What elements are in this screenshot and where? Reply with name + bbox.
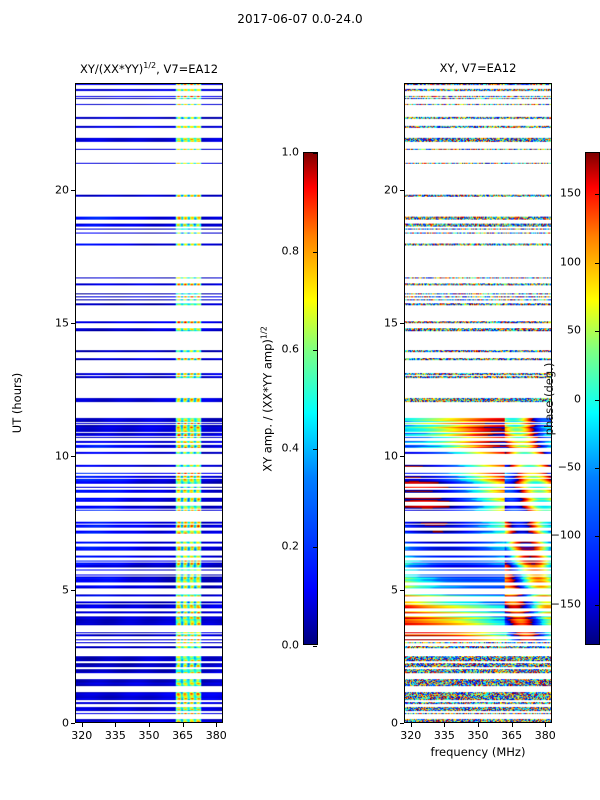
amplitude-colorbar-ticklabel: 1.0 <box>281 145 300 159</box>
left-xticklabel: 350 <box>138 729 160 742</box>
left-ytick <box>71 723 75 724</box>
right-yticklabel: 5 <box>391 583 398 597</box>
phase-colorbar-ticklabel: 100 <box>560 255 581 269</box>
left-ytick <box>71 456 75 458</box>
phase-colorbar-tick <box>595 331 599 333</box>
right-xticklabel: 320 <box>400 729 422 742</box>
figure-suptitle: 2017-06-07 0.0-24.0 <box>237 12 363 26</box>
amplitude-colorbar-ticklabel: 0.4 <box>281 441 300 455</box>
right-panel-title: XY, V7=EA12 <box>439 61 517 75</box>
left-xtick <box>216 723 218 727</box>
amplitude-ratio-heatmap-image <box>76 84 222 722</box>
left-xtick <box>149 723 150 727</box>
left-xticklabel: 365 <box>172 729 194 742</box>
left-xticklabel: 335 <box>104 729 126 742</box>
amplitude-colorbar-tick <box>313 448 317 450</box>
left-xtick <box>182 723 184 727</box>
left-yticklabel: 15 <box>55 316 69 330</box>
left-ytick <box>71 589 75 591</box>
amplitude-colorbar-tick <box>313 350 317 352</box>
amplitude-ratio-heatmap-panel[interactable] <box>75 83 223 723</box>
right-xtick <box>478 723 479 727</box>
phase-colorbar-ticklabel: 50 <box>567 323 581 337</box>
phase-colorbar-tick <box>595 262 599 264</box>
left-panel-ylabel: UT (hours) <box>10 372 24 434</box>
left-ytick <box>71 189 75 191</box>
phase-colorbar-ticklabel: 0 <box>574 392 581 405</box>
left-yticklabel: 10 <box>55 449 69 463</box>
amplitude-colorbar-tick <box>313 251 317 253</box>
phase-colorbar[interactable] <box>585 152 600 645</box>
amplitude-colorbar-tick <box>313 646 317 647</box>
amplitude-colorbar-label-main: XY amp. / (XX*YY amp) <box>260 339 275 472</box>
left-ytick <box>71 323 75 324</box>
amplitude-colorbar-label: XY amp. / (XX*YY amp)1/2 <box>260 326 275 472</box>
phase-colorbar-ticklabel: −150 <box>550 597 581 611</box>
right-xtick <box>444 723 446 727</box>
right-yticklabel: 10 <box>384 449 398 463</box>
right-yticklabel: 15 <box>384 316 398 330</box>
left-yticklabel: 20 <box>55 183 69 197</box>
amplitude-colorbar-tick <box>313 547 317 549</box>
amplitude-colorbar-ticklabel: 0.0 <box>281 638 300 652</box>
amplitude-colorbar-gradient <box>304 153 317 644</box>
amplitude-colorbar-ticklabel: 0.2 <box>281 539 300 553</box>
right-ytick <box>400 323 404 324</box>
phase-heatmap-image <box>405 84 551 722</box>
left-panel-title-tail: , V7=EA12 <box>156 61 219 76</box>
phase-colorbar-ticklabel: 150 <box>560 186 581 200</box>
left-yticklabel: 5 <box>62 583 69 597</box>
amplitude-colorbar-ticklabel: 0.6 <box>281 342 300 356</box>
right-xtick <box>410 723 412 727</box>
phase-colorbar-tick <box>595 194 599 196</box>
left-xtick <box>81 723 83 727</box>
phase-heatmap-panel[interactable] <box>404 83 552 723</box>
amplitude-colorbar[interactable] <box>303 152 318 647</box>
left-panel-title: XY/(XX*YY)1/2, V7=EA12 <box>75 61 223 76</box>
right-ytick <box>400 723 404 724</box>
right-xticklabel: 365 <box>501 729 523 742</box>
phase-colorbar-ticklabel: −50 <box>557 460 581 474</box>
phase-colorbar-tick <box>595 604 599 606</box>
left-yticklabel: 0 <box>62 716 69 730</box>
right-ytick <box>400 589 404 591</box>
right-ytick <box>400 189 404 191</box>
right-ytick <box>400 456 404 458</box>
phase-colorbar-gradient <box>586 153 599 644</box>
amplitude-colorbar-label-exponent: 1/2 <box>259 326 269 340</box>
right-xticklabel: 380 <box>534 729 556 742</box>
right-xticklabel: 335 <box>433 729 455 742</box>
right-yticklabel: 20 <box>384 183 398 197</box>
left-panel-title-main: XY/(XX*YY) <box>79 61 144 76</box>
right-yticklabel: 0 <box>391 716 398 730</box>
amplitude-colorbar-ticklabel: 0.8 <box>281 244 300 258</box>
amplitude-colorbar-tick <box>313 153 317 154</box>
phase-colorbar-tick <box>595 536 599 538</box>
phase-colorbar-tick <box>595 467 599 469</box>
left-panel-title-exponent: 1/2 <box>143 61 157 70</box>
right-xtick <box>545 723 547 727</box>
phase-colorbar-tick <box>595 399 599 401</box>
right-xticklabel: 350 <box>467 729 489 742</box>
phase-colorbar-ticklabel: −100 <box>550 528 581 542</box>
left-xticklabel: 380 <box>205 729 227 742</box>
xaxis-label: frequency (MHz) <box>430 745 526 759</box>
right-xtick <box>511 723 513 727</box>
left-xtick <box>115 723 117 727</box>
phase-colorbar-label: phase (deg.) <box>542 362 556 436</box>
left-xticklabel: 320 <box>71 729 93 742</box>
